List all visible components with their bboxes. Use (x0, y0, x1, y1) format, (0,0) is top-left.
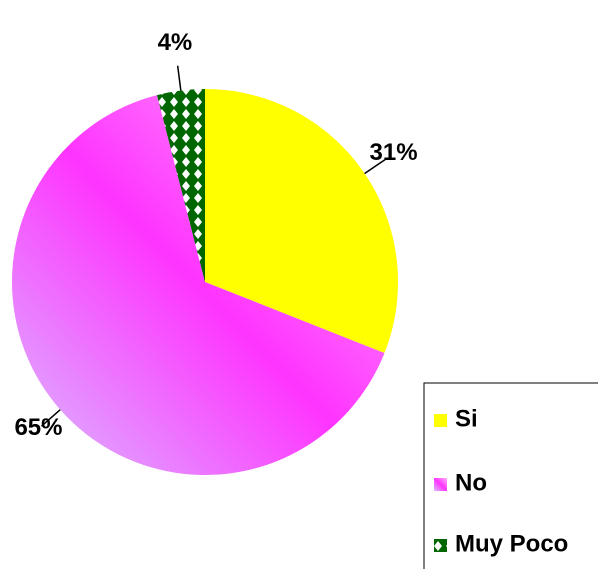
legend-swatch (434, 478, 447, 491)
legend-label: Muy Poco (455, 530, 568, 557)
leader-line (40, 409, 61, 427)
pie-slice (205, 89, 398, 354)
legend-label: Si (455, 405, 478, 432)
leader-line (176, 65, 182, 91)
data-label: 4% (158, 29, 193, 56)
legend-label: No (455, 469, 487, 496)
pie-slice (157, 89, 205, 282)
data-label: 65% (14, 414, 62, 441)
legend-swatch (434, 414, 447, 427)
legend-box (423, 382, 598, 569)
pie-slice (11, 95, 385, 476)
legend-swatch (434, 539, 447, 552)
data-label: 31% (370, 139, 418, 166)
leader-line (364, 158, 386, 175)
